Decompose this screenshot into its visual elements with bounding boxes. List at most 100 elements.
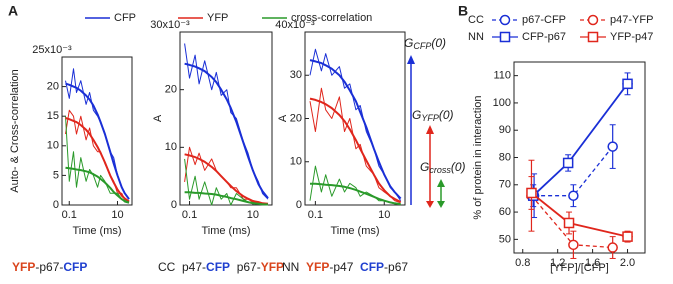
annotation-tail: (0) <box>431 36 446 50</box>
legend-label: cross-correlation <box>291 12 372 24</box>
y-tick-label: 10 <box>165 141 177 153</box>
y-tick-label: 5 <box>53 169 59 181</box>
y-tick-label: 20 <box>290 112 302 124</box>
y-tick-label: 40x10⁻³ <box>275 19 315 31</box>
caption: NN YFP-p47 CFP-p67 <box>282 260 408 274</box>
y-tick-label: 80 <box>499 151 511 163</box>
fit-line <box>184 191 268 206</box>
y-tick-label: 110 <box>493 70 511 82</box>
caption-part: -p47 <box>329 260 360 274</box>
legend-label: CFP-p67 <box>522 31 566 43</box>
y-axis-label: Auto- & Cross-correlation <box>9 69 21 193</box>
connect-line <box>532 83 629 197</box>
caption: CC p47-CFP p67-YFP <box>158 260 284 274</box>
fit-line <box>184 153 269 205</box>
legend-marker <box>499 14 511 26</box>
x-axis-label: [YFP]/[CFP] <box>550 262 609 274</box>
marker <box>607 141 618 152</box>
caption-part: p67- <box>230 260 261 274</box>
fit-line <box>310 182 401 206</box>
panel-label: B <box>458 3 468 19</box>
fit-line <box>184 62 269 199</box>
y-tick-label: 60 <box>499 206 511 218</box>
marker <box>562 157 574 169</box>
amplitude-arrows <box>407 55 445 208</box>
legend-label: p47-YFP <box>610 14 653 26</box>
marker <box>622 231 633 242</box>
x-tick-label: 0.1 <box>308 209 323 221</box>
caption-part: CFP <box>63 260 87 274</box>
x-axis-label: Time (ms) <box>72 225 121 237</box>
plot-frame <box>513 61 646 254</box>
legend-label: YFP-p47 <box>610 31 653 43</box>
caption-part: YFP <box>12 260 35 274</box>
annotation: Gcross(0) <box>420 160 466 175</box>
x-tick-label: 10 <box>111 209 123 221</box>
legend-group: CC <box>468 14 484 26</box>
panel-label: A <box>8 3 18 19</box>
x-axis-label: Time (ms) <box>201 225 250 237</box>
marker <box>568 190 579 201</box>
y-tick-label: 30x10⁻³ <box>150 19 190 31</box>
arrow-head <box>407 55 415 64</box>
marker <box>568 239 579 251</box>
legend-label: YFP <box>207 12 228 24</box>
y-tick-label: 100 <box>493 97 511 109</box>
annotation-tail: (0) <box>439 108 454 122</box>
caption-part: YFP <box>306 260 329 274</box>
caption-part: CC p47- <box>158 260 206 274</box>
caption-part: CFP <box>360 260 384 274</box>
fit-line <box>65 166 130 204</box>
x-tick-label: 10 <box>247 209 259 221</box>
y-tick-label: 0 <box>53 199 59 211</box>
annotation-tail: (0) <box>451 160 466 174</box>
caption-part: -p67 <box>384 260 408 274</box>
marker <box>622 78 633 90</box>
x-tick-label: 0.8 <box>515 257 530 269</box>
y-axis-label: % of protein in interaction <box>472 95 484 219</box>
y-tick-label: 50 <box>499 233 511 245</box>
x-tick-label: 0.1 <box>62 209 77 221</box>
data-line <box>65 109 130 203</box>
y-tick-label: 20 <box>165 84 177 96</box>
caption-part: NN <box>282 260 306 274</box>
y-axis-label: A <box>277 114 289 122</box>
arrow-head <box>426 201 434 208</box>
fit-line <box>309 59 402 200</box>
y-tick-label: 0 <box>171 199 177 211</box>
fit-line <box>65 117 130 203</box>
y-tick-label: 10 <box>290 156 302 168</box>
arrow-head <box>437 201 445 208</box>
plot-frame <box>61 56 133 206</box>
plot-frame <box>179 31 273 206</box>
annotation: GCFP(0) <box>404 36 446 51</box>
fit-line <box>65 82 130 200</box>
marker <box>526 187 537 199</box>
legend-marker <box>587 14 599 26</box>
caption-part: -p67- <box>35 260 63 274</box>
legend-marker <box>587 31 599 43</box>
x-tick-label: 0.1 <box>182 209 197 221</box>
caption-part: YFP <box>261 260 284 274</box>
caption-part: CFP <box>206 260 230 274</box>
y-tick-label: 10 <box>47 140 59 152</box>
marker <box>563 217 575 229</box>
x-tick-label: 2.0 <box>620 257 635 269</box>
y-tick-label: 0 <box>296 199 302 211</box>
y-tick-label: 70 <box>499 179 511 191</box>
legend-group: NN <box>468 31 484 43</box>
plot-frame <box>304 31 406 206</box>
fit-line <box>309 97 402 203</box>
caption: YFP-p67-CFP <box>12 260 87 274</box>
legend-marker <box>499 31 511 43</box>
arrow-head <box>426 125 434 134</box>
x-tick-label: 10 <box>378 209 390 221</box>
annotation-sub: cross <box>429 165 451 175</box>
y-tick-label: 20 <box>47 81 59 93</box>
y-tick-label: 30 <box>290 69 302 81</box>
annotation: GYFP(0) <box>412 108 454 123</box>
data-line <box>65 116 130 204</box>
y-tick-label: 15 <box>47 110 59 122</box>
legend-label: CFP <box>114 12 136 24</box>
